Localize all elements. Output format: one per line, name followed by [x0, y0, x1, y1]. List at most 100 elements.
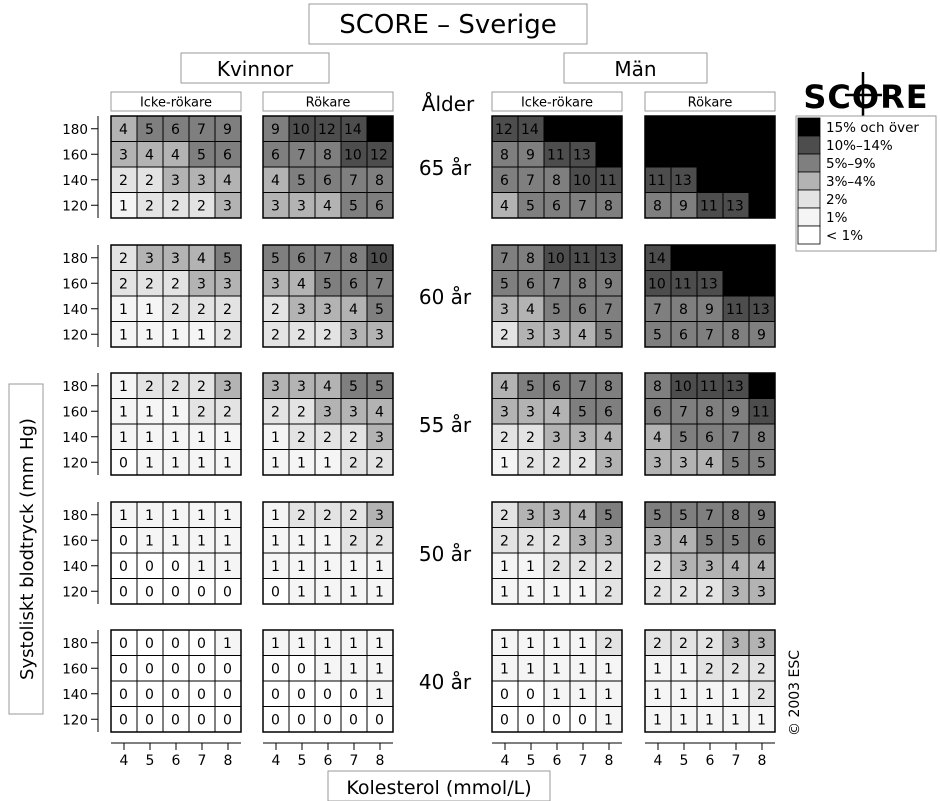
risk-cell-value: 17 — [370, 122, 388, 138]
risk-cell — [569, 527, 597, 554]
risk-cell-value: 2 — [578, 456, 587, 472]
risk-cell-value: 3 — [679, 456, 688, 472]
risk-cell-value: 3 — [171, 173, 180, 189]
risk-cell-value: 8 — [578, 277, 587, 293]
risk-cell-value: 1 — [679, 713, 688, 729]
risk-cell-value: 8 — [653, 199, 662, 215]
x-tick-label: 6 — [706, 753, 715, 769]
risk-cell — [188, 449, 216, 476]
risk-cell-value: 2 — [145, 277, 154, 293]
risk-cell-value: 5 — [500, 277, 509, 293]
x-tick-label: 8 — [376, 753, 385, 769]
risk-cell-value: 2 — [171, 302, 180, 318]
risk-cell — [188, 706, 216, 733]
block-border — [491, 501, 623, 605]
risk-cell-value: 1 — [271, 456, 280, 472]
risk-cell-value: 5 — [731, 456, 740, 472]
x-tick-label: 7 — [198, 753, 207, 769]
risk-cell-value: 2 — [604, 585, 613, 601]
block-border — [110, 372, 242, 476]
risk-cell — [595, 141, 623, 168]
risk-cell-value: 1 — [526, 585, 535, 601]
risk-cell-value: 1 — [526, 636, 535, 652]
risk-cell-value: 1 — [119, 379, 128, 395]
risk-cell-value: 9 — [731, 405, 740, 421]
risk-cell-value: 3 — [578, 534, 587, 550]
risk-cell-value: 2 — [197, 379, 206, 395]
risk-cell — [722, 578, 750, 605]
risk-cell — [696, 552, 724, 579]
risk-cell-value: 2 — [500, 534, 509, 550]
risk-cell-value: 0 — [119, 713, 128, 729]
risk-cell — [314, 423, 342, 450]
risk-cell-value: 0 — [145, 636, 154, 652]
risk-cell — [644, 321, 672, 348]
risk-cell — [517, 423, 545, 450]
risk-cell-value: 2 — [197, 302, 206, 318]
risk-cell-value: 5 — [375, 379, 384, 395]
x-tick-label: 6 — [324, 753, 333, 769]
risk-cell-value: 7 — [731, 430, 740, 446]
risk-cell — [366, 680, 394, 707]
block-kvinnor-rökare-40-år: 1 1 1 1 1 0 0 1 1 1 0 0 0 0 1 0 0 0 0 0 — [262, 629, 394, 733]
risk-cell-value: 1 — [604, 713, 613, 729]
risk-cell — [595, 115, 623, 142]
risk-cell-value: 16 — [674, 251, 692, 267]
risk-cell-value: 1 — [197, 559, 206, 575]
risk-cell — [670, 423, 698, 450]
risk-cell-value: 3 — [119, 148, 128, 164]
risk-cell-value: 1 — [323, 456, 332, 472]
risk-cell-value: 3 — [349, 405, 358, 421]
risk-cell-value: 3 — [297, 302, 306, 318]
risk-cell-value: 7 — [552, 277, 561, 293]
risk-cell-value: 0 — [297, 713, 306, 729]
risk-cell-value: 6 — [297, 251, 306, 267]
risk-cell-value: 0 — [297, 662, 306, 678]
risk-cell-value: 1 — [552, 636, 561, 652]
risk-cell-value: 1 — [500, 456, 509, 472]
risk-cell-value: 3 — [757, 585, 766, 601]
legend-swatch — [797, 189, 821, 209]
risk-cell-value: 0 — [223, 585, 232, 601]
risk-cell-value: 1 — [223, 534, 232, 550]
block-män-icke-rökare-55-år: 4 5 6 7 8 3 3 4 5 6 2 2 3 3 4 1 2 2 2 3 — [491, 372, 623, 476]
risk-cell-value: 3 — [552, 328, 561, 344]
risk-cell-value: 2 — [552, 559, 561, 575]
risk-cell-value: 1 — [679, 662, 688, 678]
risk-cell — [748, 372, 776, 399]
risk-cell-value: 1 — [223, 636, 232, 652]
risk-cell-value: 4 — [604, 430, 613, 446]
y-tick-label: 180 — [62, 508, 88, 524]
risk-cell — [722, 398, 750, 425]
risk-cell-value: 6 — [323, 173, 332, 189]
y-tick-label: 120 — [62, 327, 88, 343]
risk-cell — [288, 629, 316, 656]
risk-cell-value: 2 — [500, 430, 509, 446]
risk-cell-value: 3 — [171, 251, 180, 267]
risk-cell — [748, 192, 776, 219]
risk-cell-value: 4 — [271, 173, 280, 189]
risk-cell-value: 3 — [375, 508, 384, 524]
block-kvinnor-icke-rökare-60-år: 2 3 3 4 5 2 2 2 3 3 1 1 2 2 2 1 1 1 1 2 — [110, 244, 242, 348]
risk-cell-value: 3 — [500, 405, 509, 421]
risk-cell — [696, 655, 724, 682]
risk-cell — [366, 423, 394, 450]
risk-cell-value: 5 — [552, 302, 561, 318]
risk-cell — [491, 141, 519, 168]
block-border — [110, 629, 242, 733]
risk-cell — [517, 527, 545, 554]
risk-cell-value: 1 — [171, 430, 180, 446]
risk-cell-value: 2 — [223, 405, 232, 421]
block-män-icke-rökare-60-år: 7 8 10 11 13 5 6 7 8 9 3 4 5 6 7 2 3 3 4 5 — [491, 244, 623, 348]
risk-cell — [543, 680, 571, 707]
risk-cell-value: 2 — [323, 508, 332, 524]
risk-cell-value: 0 — [119, 534, 128, 550]
risk-cell-value: 5 — [145, 122, 154, 138]
risk-cell-value: 2 — [197, 199, 206, 215]
risk-cell-value: 1 — [171, 534, 180, 550]
risk-cell-value: 9 — [705, 302, 714, 318]
x-tick-label: 6 — [172, 753, 181, 769]
risk-cell — [644, 166, 672, 193]
risk-cell-value: 7 — [526, 173, 535, 189]
risk-cell — [314, 244, 342, 271]
